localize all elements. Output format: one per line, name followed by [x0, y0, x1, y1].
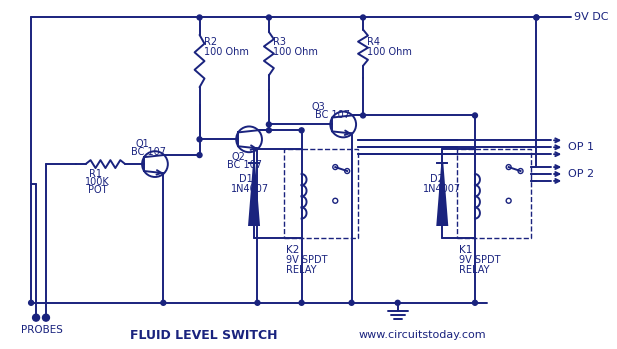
Text: BC 107: BC 107 — [227, 160, 262, 170]
Circle shape — [161, 300, 166, 305]
Text: 100K: 100K — [85, 177, 109, 187]
Polygon shape — [437, 163, 447, 225]
Circle shape — [299, 128, 304, 133]
Text: RELAY: RELAY — [459, 265, 490, 275]
Circle shape — [360, 113, 365, 118]
Circle shape — [473, 300, 478, 305]
Bar — [284, 149, 358, 238]
Circle shape — [197, 15, 202, 20]
Circle shape — [299, 300, 304, 305]
Text: D2: D2 — [431, 174, 444, 184]
Text: Q2: Q2 — [231, 152, 245, 162]
Text: OP 2: OP 2 — [568, 169, 594, 179]
Circle shape — [197, 153, 202, 157]
Circle shape — [349, 300, 354, 305]
Text: 100 Ohm: 100 Ohm — [204, 47, 249, 57]
Text: K2: K2 — [286, 245, 299, 255]
Text: BC 107: BC 107 — [131, 147, 166, 157]
Text: PROBES: PROBES — [21, 325, 63, 335]
Text: 100 Ohm: 100 Ohm — [273, 47, 318, 57]
Circle shape — [197, 137, 202, 142]
Circle shape — [534, 15, 539, 20]
Circle shape — [473, 113, 478, 118]
Text: www.circuitstoday.com: www.circuitstoday.com — [358, 331, 486, 341]
Text: D1: D1 — [239, 174, 253, 184]
Text: FLUID LEVEL SWITCH: FLUID LEVEL SWITCH — [130, 329, 278, 342]
Circle shape — [267, 128, 271, 133]
Text: Q1: Q1 — [135, 139, 149, 149]
Circle shape — [28, 300, 33, 305]
Text: Q3: Q3 — [312, 102, 325, 112]
Circle shape — [255, 300, 260, 305]
Text: 100 Ohm: 100 Ohm — [367, 47, 412, 57]
Text: 1N4007: 1N4007 — [231, 184, 270, 194]
Text: R4: R4 — [367, 37, 380, 47]
Text: 9V SPDT: 9V SPDT — [459, 255, 500, 265]
Text: OP 1: OP 1 — [568, 142, 594, 152]
Circle shape — [267, 122, 271, 127]
Text: BC 107: BC 107 — [315, 110, 350, 120]
Circle shape — [360, 15, 365, 20]
Text: 1N4007: 1N4007 — [423, 184, 460, 194]
Text: R3: R3 — [273, 37, 286, 47]
Text: R1: R1 — [89, 169, 102, 179]
Circle shape — [534, 15, 539, 20]
Text: RELAY: RELAY — [286, 265, 317, 275]
Circle shape — [267, 15, 271, 20]
Circle shape — [395, 300, 400, 305]
Text: 9V DC: 9V DC — [574, 13, 608, 22]
Text: POT: POT — [88, 185, 107, 195]
Text: 9V SPDT: 9V SPDT — [286, 255, 327, 265]
Circle shape — [43, 314, 49, 321]
Circle shape — [33, 314, 39, 321]
Polygon shape — [249, 163, 259, 225]
Text: K1: K1 — [459, 245, 473, 255]
Text: R2: R2 — [204, 37, 217, 47]
Bar — [457, 149, 531, 238]
